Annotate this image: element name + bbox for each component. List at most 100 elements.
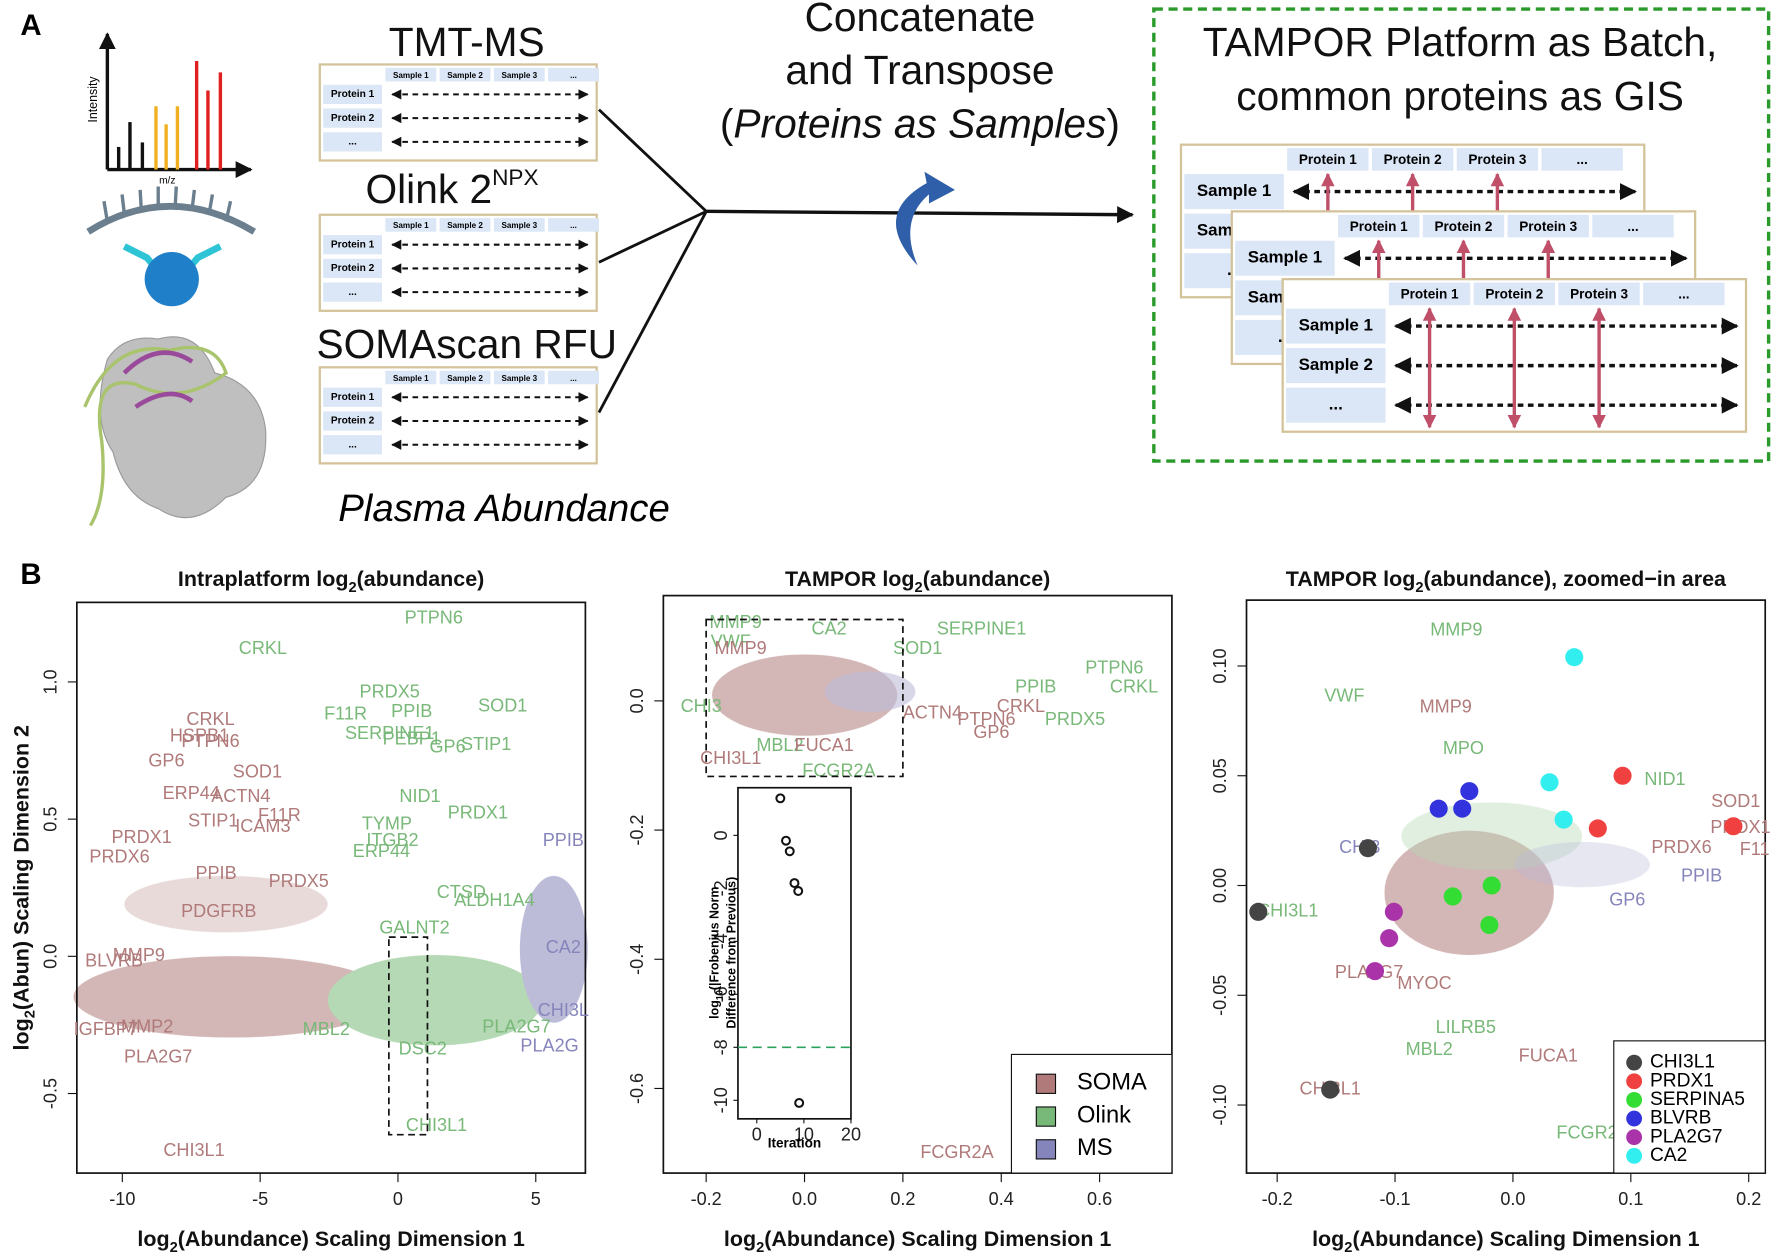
point [1249, 902, 1268, 921]
zoom-box [388, 936, 429, 1136]
y-tick-label: 1.0 [40, 669, 60, 694]
row-cell [323, 132, 382, 152]
y-tick-label: 0.10 [1210, 648, 1230, 683]
column-header: Sample 1 [393, 221, 429, 230]
point-label: PRDX1 [448, 802, 508, 822]
plot-title: TAMPOR log2(abundance) [785, 566, 1050, 595]
x-tick-label: 0 [752, 1125, 762, 1145]
inset-y-label-part: (|Frobenius Norm [708, 887, 722, 991]
point-label: PRDX5 [269, 871, 329, 891]
point-label: LILRB5 [1436, 1017, 1496, 1037]
plot-title: TAMPOR log2(abundance), zoomed−in area [1286, 566, 1727, 595]
point [1480, 915, 1499, 935]
olink-icon [86, 186, 257, 307]
panel-a: A Intensity m/z Concatenate and Transpos… [20, 0, 1771, 530]
point-label: PTPN6 [405, 608, 463, 628]
point [1540, 773, 1559, 792]
point-label: PDGFRB [181, 901, 256, 921]
header-cell [493, 370, 545, 385]
paren: ) [1106, 100, 1120, 146]
transpose-arrow [895, 171, 955, 266]
column-header: Sample 3 [501, 221, 537, 230]
row-header: Protein 1 [331, 89, 375, 100]
point-label: ERP44 [163, 783, 220, 803]
header-cell [1643, 282, 1725, 306]
x-axis-label-part: 2 [170, 1240, 178, 1256]
header-cell [493, 218, 545, 232]
row-cell [323, 258, 382, 279]
point [1358, 839, 1377, 858]
row-cell [1286, 348, 1386, 384]
header-cell [548, 218, 599, 232]
x-axis-label: log2(Abundance) Scaling Dimension 1 [724, 1226, 1112, 1255]
point [784, 846, 795, 857]
header-cell [1287, 148, 1369, 171]
y-tick-label: 0 [711, 830, 731, 840]
plot-title-part: (abundance) [923, 566, 1051, 590]
point-label: MMP9 [1420, 696, 1472, 716]
point-label: PPIB [391, 701, 432, 721]
spectrum-peaks [116, 61, 223, 170]
legend-label: PLA2G7 [1650, 1126, 1723, 1147]
point-label: ERP44 [353, 841, 410, 861]
y-tick-label: -0.5 [40, 1078, 60, 1109]
row-cell [1286, 308, 1386, 344]
platform-name: Olink 2NPX [366, 166, 539, 212]
row-cell [1286, 387, 1386, 423]
plot-title: Intraplatform log2(abundance) [178, 566, 484, 595]
platform-name: SOMAscan RFU [316, 321, 617, 367]
point-label: PRDX1 [111, 827, 171, 847]
point-label: NID1 [399, 786, 440, 806]
header-cell [493, 67, 545, 82]
legend-label: BLVRB [1650, 1108, 1712, 1129]
plot-title-part: TAMPOR log [1286, 566, 1416, 590]
point [1613, 766, 1632, 785]
point-label: SOD1 [893, 638, 942, 658]
header-cell [1388, 282, 1471, 306]
row-cell [323, 411, 382, 431]
point-label: MYOC [1397, 973, 1451, 993]
output-title: common proteins as GIS [1236, 73, 1684, 119]
row-header: Protein 2 [331, 263, 375, 274]
x-tick-label: -5 [252, 1189, 268, 1209]
panel-label: B [20, 558, 41, 591]
legend-label: SERPINA5 [1650, 1089, 1745, 1110]
point-label: PPIB [543, 830, 584, 850]
y-axis-label-part: 2 [22, 1010, 38, 1018]
plot-title-part: (abundance) [357, 566, 485, 590]
point [781, 835, 791, 846]
column-header: Sample 1 [393, 374, 429, 383]
platform-name-text: SOMAscan RFU [316, 321, 617, 367]
row-header: ... [348, 287, 357, 298]
y-tick-label: -0.05 [1210, 975, 1230, 1016]
step-text: and Transpose [785, 47, 1054, 93]
x-axis-label-part: 2 [1344, 1240, 1352, 1256]
x-tick-label: 5 [531, 1189, 541, 1209]
y-tick-label: -8 [711, 1039, 731, 1055]
point [794, 1097, 805, 1108]
point-label: CHI3L1 [700, 748, 761, 768]
inset-bg [737, 787, 851, 1119]
point-label: PPIB [1015, 677, 1056, 697]
legend-swatch [1626, 1054, 1643, 1071]
point-label: CA2 [812, 619, 847, 639]
x-tick-label: 0 [393, 1189, 403, 1209]
point-label: IGFBP7 [74, 1019, 138, 1039]
row-cell [1184, 174, 1284, 210]
legend-swatch [1626, 1110, 1643, 1127]
platform-name-text: TMT-MS [389, 19, 545, 65]
x-axis-label-part: log [1312, 1226, 1344, 1250]
somamer-icon [83, 336, 267, 527]
point [1453, 799, 1472, 818]
point-label: PTPN6 [1085, 657, 1143, 677]
header-cell [439, 370, 491, 385]
plot-frame [737, 786, 852, 1120]
column-header: Sample 1 [393, 71, 429, 80]
point-label: BLVRB [85, 951, 143, 971]
point [1429, 799, 1448, 818]
header-cell [439, 67, 491, 82]
point-label: MMP9 [1430, 620, 1482, 640]
point-label: CHI3L [538, 1000, 589, 1020]
point-label: FUCA1 [795, 735, 854, 755]
